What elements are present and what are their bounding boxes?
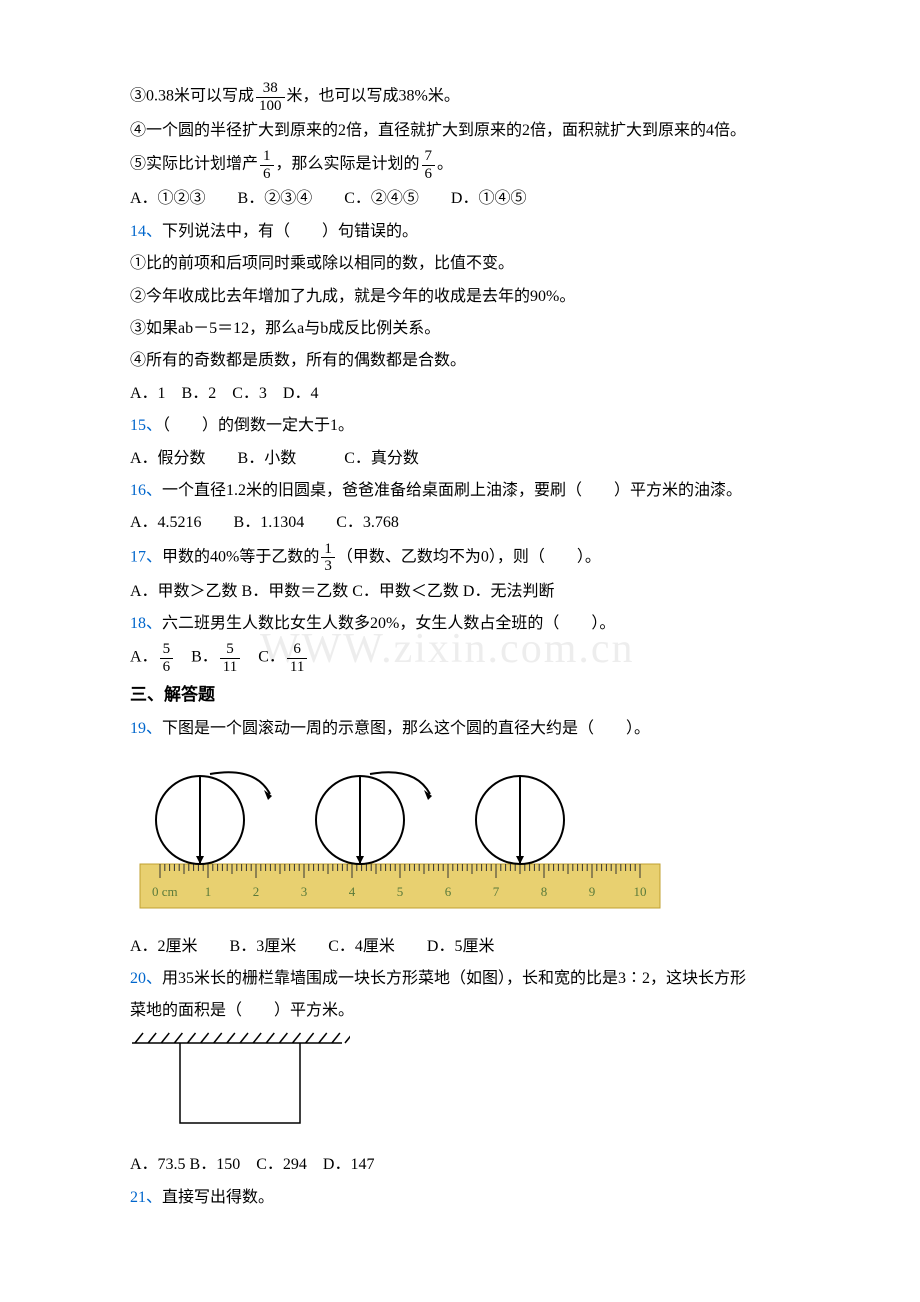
q15-options: A．假分数 B．小数 C．真分数: [130, 444, 850, 474]
q18-options: A．56 B．511 C．611: [130, 641, 850, 675]
q20-diagram: [130, 1031, 850, 1142]
q13-statement-3: ③0.38米可以写成38100米，也可以写成38%米。: [130, 80, 850, 114]
q21-text: 直接写出得数。: [162, 1189, 274, 1206]
fraction-38-100: 38100: [256, 80, 285, 114]
svg-text:6: 6: [445, 884, 452, 899]
fraction-6-11: 611: [287, 641, 307, 675]
content: ③0.38米可以写成38100米，也可以写成38%米。 ④一个圆的半径扩大到原来…: [130, 80, 850, 1213]
fraction-1-6: 16: [260, 148, 274, 182]
svg-text:3: 3: [301, 884, 308, 899]
q13-s3-a: ③0.38米可以写成: [130, 88, 254, 105]
q19-text: 下图是一个圆滚动一周的示意图，那么这个圆的直径大约是（ ）。: [162, 720, 650, 737]
q13-statement-5: ⑤实际比计划增产16，那么实际是计划的76。: [130, 148, 850, 182]
svg-text:9: 9: [589, 884, 596, 899]
fraction-1-3: 13: [321, 541, 335, 575]
q17-text-b: （甲数、乙数均不为0），则（ ）。: [337, 548, 601, 565]
q16: 16、一个直径1.2米的旧圆桌，爸爸准备给桌面刷上油漆，要刷（ ）平方米的油漆。: [130, 476, 850, 506]
q21: 21、直接写出得数。: [130, 1183, 850, 1213]
q14-text: 下列说法中，有（ ）句错误的。: [162, 223, 418, 240]
q13-s5-a: ⑤实际比计划增产: [130, 156, 258, 173]
fraction-7-6: 76: [422, 148, 436, 182]
q17-text-a: 甲数的40%等于乙数的: [162, 548, 319, 565]
q13-s5-b: ，那么实际是计划的: [276, 156, 420, 173]
q19-diagram: 0 cm 1 2 3 4 5 6 7 8 9 10: [130, 752, 850, 923]
q14-s2: ②今年收成比去年增加了九成，就是今年的收成是去年的90%。: [130, 282, 850, 312]
q13-s3-b: 米，也可以写成38%米。: [287, 88, 460, 105]
svg-text:0 cm: 0 cm: [152, 884, 178, 899]
svg-text:4: 4: [349, 884, 356, 899]
q17-num: 17、: [130, 548, 162, 565]
q15-num: 15、: [130, 417, 162, 434]
q20-text-b: 菜地的面积是（ ）平方米。: [130, 996, 850, 1026]
q14-s4: ④所有的奇数都是质数，所有的偶数都是合数。: [130, 346, 850, 376]
q14-options: A．1 B．2 C．3 D．4: [130, 379, 850, 409]
q14: 14、下列说法中，有（ ）句错误的。: [130, 217, 850, 247]
q20-num: 20、: [130, 970, 162, 987]
q20-options: A．73.5 B．150 C．294 D．147: [130, 1150, 850, 1180]
fraction-5-6: 56: [160, 641, 174, 675]
wall-rect-diagram: [130, 1031, 350, 1131]
svg-text:8: 8: [541, 884, 548, 899]
q21-num: 21、: [130, 1189, 162, 1206]
q19-options: A．2厘米 B．3厘米 C．4厘米 D．5厘米: [130, 932, 850, 962]
svg-text:5: 5: [397, 884, 404, 899]
section-3-title: 三、解答题: [130, 679, 850, 711]
q18-optC: C．: [242, 649, 285, 666]
q14-num: 14、: [130, 223, 162, 240]
q18: 18、六二班男生人数比女生人数多20%，女生人数占全班的（ ）。: [130, 609, 850, 639]
q13-options: A．①②③ B．②③④ C．②④⑤ D．①④⑤: [130, 184, 850, 214]
q16-options: A．4.5216 B．1.1304 C．3.768: [130, 508, 850, 538]
svg-text:2: 2: [253, 884, 260, 899]
q18-optA: A．: [130, 649, 158, 666]
fraction-5-11: 511: [220, 641, 240, 675]
svg-text:10: 10: [634, 884, 647, 899]
q19: 19、下图是一个圆滚动一周的示意图，那么这个圆的直径大约是（ ）。: [130, 714, 850, 744]
q16-num: 16、: [130, 482, 162, 499]
svg-text:7: 7: [493, 884, 500, 899]
q19-num: 19、: [130, 720, 162, 737]
q18-optB: B．: [175, 649, 218, 666]
q15: 15、（ ）的倒数一定大于1。: [130, 411, 850, 441]
q14-s1: ①比的前项和后项同时乘或除以相同的数，比值不变。: [130, 249, 850, 279]
q16-text: 一个直径1.2米的旧圆桌，爸爸准备给桌面刷上油漆，要刷（ ）平方米的油漆。: [162, 482, 742, 499]
q14-s3: ③如果ab－5＝12，那么a与b成反比例关系。: [130, 314, 850, 344]
q20: 20、用35米长的栅栏靠墙围成一块长方形菜地（如图），长和宽的比是3∶2，这块长…: [130, 964, 850, 994]
circle-ruler-diagram: 0 cm 1 2 3 4 5 6 7 8 9 10: [130, 752, 670, 912]
q18-text: 六二班男生人数比女生人数多20%，女生人数占全班的（ ）。: [162, 615, 615, 632]
q18-num: 18、: [130, 615, 162, 632]
q17-options: A．甲数＞乙数 B．甲数＝乙数 C．甲数＜乙数 D．无法判断: [130, 577, 850, 607]
q20-text-a: 用35米长的栅栏靠墙围成一块长方形菜地（如图），长和宽的比是3∶2，这块长方形: [162, 970, 746, 987]
q17: 17、甲数的40%等于乙数的13（甲数、乙数均不为0），则（ ）。: [130, 541, 850, 575]
svg-text:1: 1: [205, 884, 212, 899]
q13-s5-c: 。: [437, 156, 453, 173]
q15-text: （ ）的倒数一定大于1。: [162, 417, 354, 434]
q13-statement-4: ④一个圆的半径扩大到原来的2倍，直径就扩大到原来的2倍，面积就扩大到原来的4倍。: [130, 116, 850, 146]
